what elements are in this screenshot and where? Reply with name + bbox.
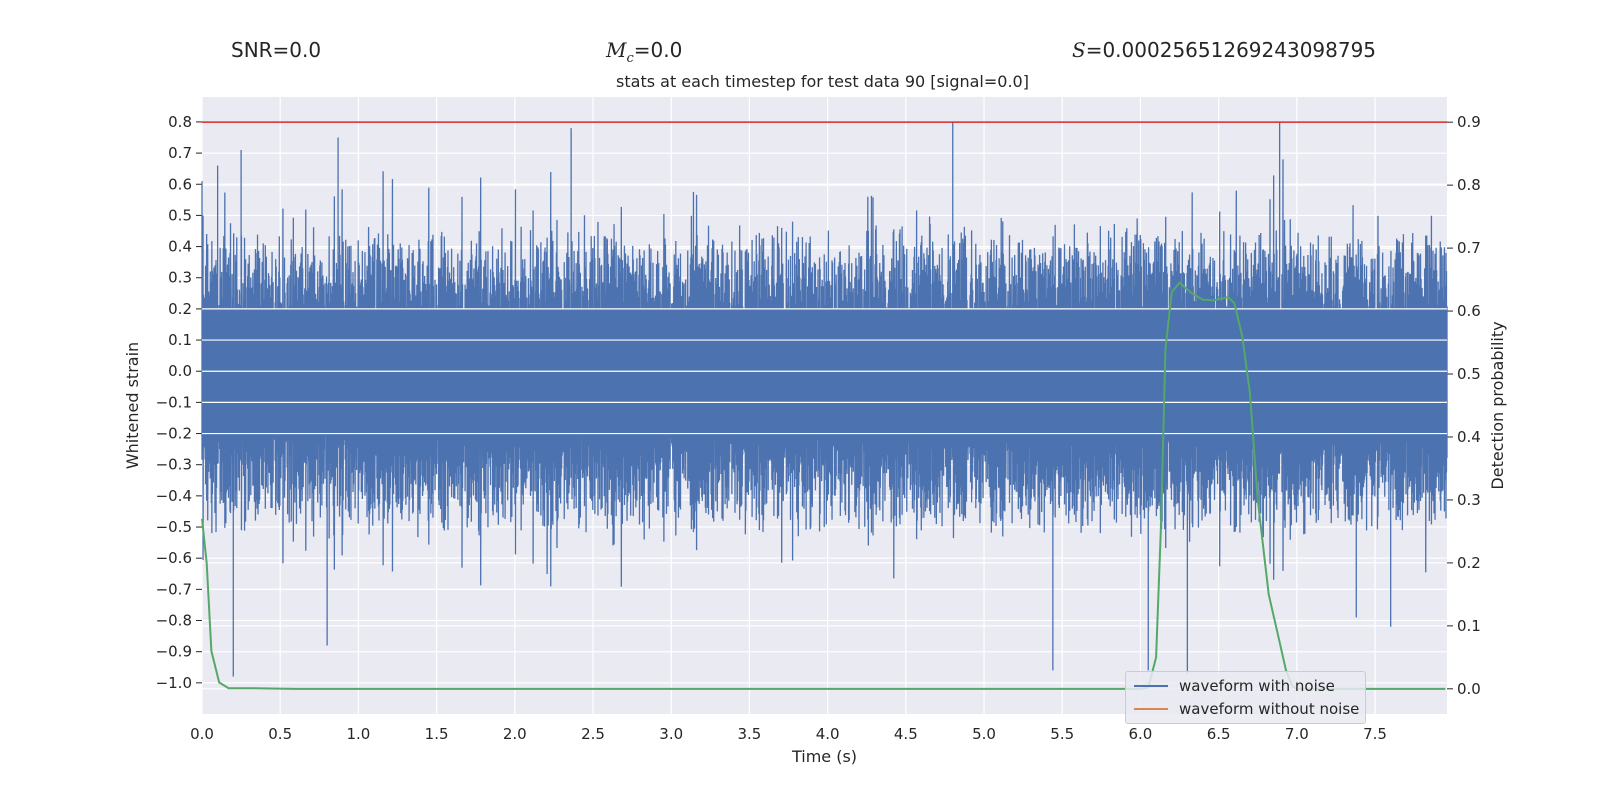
x-tick-label: 4.5: [894, 725, 918, 743]
y-tick-label: 0.5: [168, 206, 192, 224]
y-tick-label: −0.4: [156, 487, 192, 505]
y-tick-label: −0.3: [156, 456, 192, 474]
series-detection-probability: [201, 281, 1446, 690]
legend: waveform with noise waveform without noi…: [1125, 671, 1366, 724]
x-tick-label: 4.0: [816, 725, 840, 743]
y-tick-label: −0.8: [156, 612, 192, 630]
y2-tick-label: 0.4: [1457, 428, 1481, 446]
y2-tick-label: 0.9: [1457, 113, 1481, 131]
y-tick-label: 0.1: [168, 331, 192, 349]
s-symbol: S: [1072, 38, 1086, 62]
x-tick-label: 5.5: [1050, 725, 1074, 743]
y-tick-label: −0.7: [156, 580, 192, 598]
y2-tick-label: 0.1: [1457, 617, 1481, 635]
y-tick-label: −0.5: [156, 518, 192, 536]
x-tick-label: 2.0: [503, 725, 527, 743]
mc-subscript: c: [626, 51, 634, 66]
legend-label-noise: waveform with noise: [1179, 677, 1335, 695]
y2-tick-label: 0.2: [1457, 554, 1481, 572]
y2-tick-label: 0.0: [1457, 680, 1481, 698]
y-tick-label: 0.7: [168, 144, 192, 162]
x-tick-label: 0.5: [268, 725, 292, 743]
legend-swatch-clean: [1134, 708, 1168, 710]
y2-tick-label: 0.5: [1457, 365, 1481, 383]
legend-item-noise: waveform with noise: [1134, 677, 1335, 695]
x-axis-label: Time (s): [791, 747, 857, 766]
y-tick-label: 0.8: [168, 113, 192, 131]
y2-tick-label: 0.8: [1457, 176, 1481, 194]
x-tick-label: 1.0: [346, 725, 370, 743]
y-tick-label: 0.6: [168, 175, 192, 193]
x-tick-label: 1.5: [425, 725, 449, 743]
mc-value: =0.0: [633, 38, 683, 62]
s-stat: S=0.00025651269243098795: [1072, 38, 1376, 62]
y-tick-label: −0.1: [156, 393, 192, 411]
chirp-mass-stat: Mc=0.0: [606, 38, 682, 66]
y-tick-label: 0.2: [168, 300, 192, 318]
x-tick-label: 5.0: [972, 725, 996, 743]
x-tick-label: 6.5: [1207, 725, 1231, 743]
y-tick-label: −0.9: [156, 643, 192, 661]
y-tick-label: −0.2: [156, 425, 192, 443]
legend-label-clean: waveform without noise: [1179, 700, 1360, 718]
x-tick-label: 7.5: [1363, 725, 1387, 743]
y-tick-label: 0.4: [168, 238, 192, 256]
y-tick-label: 0.0: [168, 362, 192, 380]
x-tick-label: 3.0: [659, 725, 683, 743]
x-tick-label: 2.5: [581, 725, 605, 743]
snr-stat: SNR=0.0: [231, 38, 322, 62]
y2-tick-label: 0.6: [1457, 302, 1481, 320]
x-tick-label: 3.5: [737, 725, 761, 743]
y-tick-label: −1.0: [156, 674, 192, 692]
x-tick-label: 7.0: [1285, 725, 1309, 743]
y2-tick-label: 0.3: [1457, 491, 1481, 509]
y-tick-label: 0.3: [168, 269, 192, 287]
y2-tick-label: 0.7: [1457, 239, 1481, 257]
x-tick-label: 6.0: [1129, 725, 1153, 743]
mc-symbol: M: [606, 38, 627, 62]
chart-title: stats at each timestep for test data 90 …: [616, 72, 1029, 91]
y2-axis-label: Detection probability: [1488, 321, 1507, 489]
s-value: =0.00025651269243098795: [1085, 38, 1377, 62]
y-tick-label: −0.6: [156, 549, 192, 567]
legend-swatch-noise: [1134, 685, 1168, 687]
y-axis-label: Whitened strain: [123, 342, 142, 469]
legend-item-clean: waveform without noise: [1134, 700, 1359, 718]
x-tick-label: 0.0: [190, 725, 214, 743]
